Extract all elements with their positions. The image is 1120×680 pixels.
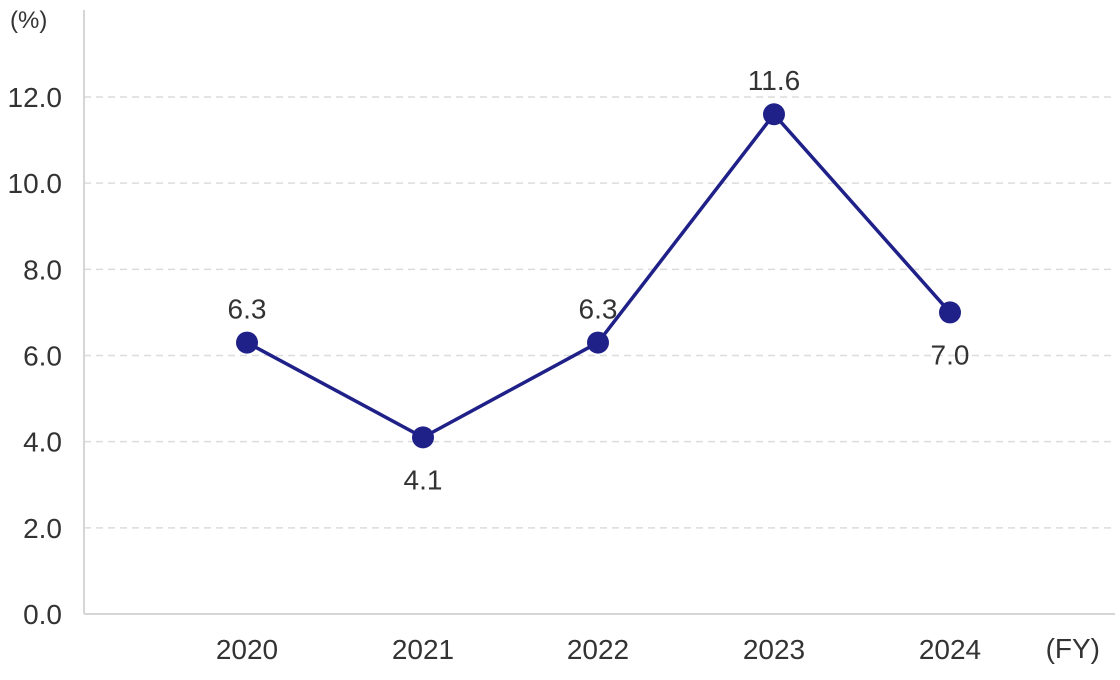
y-tick-labels: 0.0 2.0 4.0 6.0 8.0 10.0 12.0: [8, 82, 63, 630]
data-label: 6.3: [579, 294, 618, 325]
data-point: [412, 426, 434, 449]
data-point: [236, 331, 258, 354]
x-tick-label: 2022: [567, 634, 629, 665]
x-tick-label: 2023: [743, 634, 805, 665]
x-axis-unit-label: (FY): [1046, 633, 1100, 664]
data-label: 11.6: [748, 65, 800, 96]
y-tick-label: 4.0: [23, 427, 62, 458]
gridlines: [84, 96, 1115, 529]
x-tick-label: 2020: [216, 634, 278, 665]
series-line: [246, 112, 952, 440]
y-tick-label: 0.0: [23, 599, 62, 630]
y-axis-unit-label: (%): [10, 7, 47, 34]
data-label: 4.1: [404, 464, 443, 495]
data-label: 7.0: [931, 339, 970, 370]
data-labels: 6.3 4.1 6.3 11.6 7.0: [228, 65, 970, 495]
y-tick-label: 8.0: [23, 254, 62, 285]
x-tick-label: 2021: [392, 634, 454, 665]
y-tick-label: 6.0: [23, 341, 62, 372]
x-tick-labels: 2020 2021 2022 2023 2024: [216, 634, 981, 665]
data-point: [939, 301, 961, 324]
y-tick-label: 12.0: [8, 82, 63, 113]
data-label: 6.3: [228, 294, 267, 325]
y-tick-label: 10.0: [8, 168, 63, 199]
data-point: [763, 103, 785, 126]
y-tick-label: 2.0: [23, 513, 62, 544]
x-tick-label: 2024: [919, 634, 981, 665]
data-points: [236, 103, 961, 449]
axes: [83, 10, 1115, 615]
data-point: [587, 331, 609, 354]
